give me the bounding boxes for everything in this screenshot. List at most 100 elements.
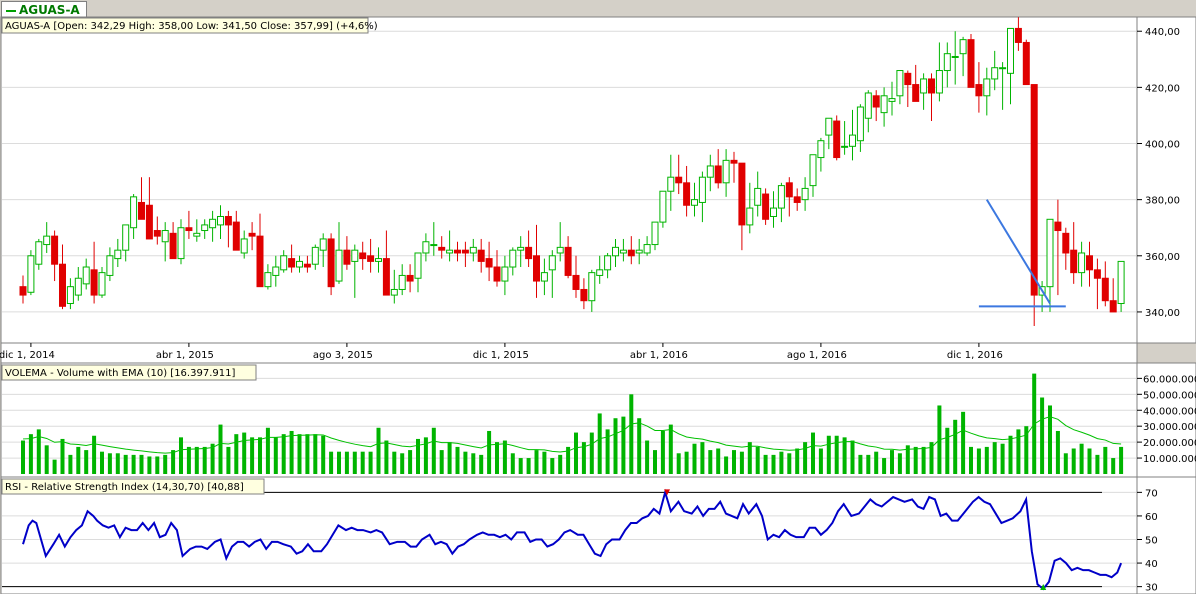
candle-body [461,249,469,254]
volume-title-box [1,364,257,381]
volume-bar [210,443,215,474]
volume-bar [416,438,420,474]
volume-bar [795,448,800,474]
candle-body [935,70,943,94]
candle-body [777,185,785,209]
oversold-marker-icon [1040,584,1047,590]
volume-bar [787,453,792,474]
candle-body [1086,255,1093,271]
volume-bar [850,440,855,474]
candle-body [43,235,51,246]
candle-body [754,187,762,206]
candle-body [841,145,849,148]
volume-bar [281,434,286,474]
volume-bar [518,458,523,474]
candle-body [201,224,209,232]
volume-bar [890,450,894,474]
volume-bar [676,453,681,474]
candle-body [1109,300,1117,313]
volume-bar [471,453,476,474]
rsi-title-box [1,478,265,495]
candle-body [177,227,185,260]
volume-ticks: 10.000.000 20.000.000 30.000.000 40.000.000… [1137,374,1196,465]
rsi-ticks: 30 40 50 60 70 [1137,488,1158,594]
candle-body [390,288,398,296]
candle-body [59,263,66,307]
volume-bar [131,454,136,474]
candle-body [169,232,177,260]
candle-body [398,274,406,290]
candle-body [659,190,667,223]
candle-body [540,272,548,282]
candle-body [762,193,770,220]
candle-body [730,159,738,164]
candle-body [303,263,311,268]
candle-body [627,249,635,257]
volume-title: VOLEMA - Volume with EMA (10) [16.397.91… [5,368,235,379]
volume-bar [818,448,823,474]
candle-body [533,255,540,282]
candle-body [817,140,825,159]
candle-body [438,246,446,251]
candle-body [596,269,604,276]
date-tick-label: dic 1, 2016 [947,350,1003,361]
candle-body [849,134,856,147]
candle-body [920,78,928,94]
price-pane [0,16,1138,344]
volume-bar [360,451,365,474]
candle-body [548,255,556,271]
candle-body [746,207,754,226]
volume-bar [179,437,183,474]
price-title-box [1,17,369,34]
candle-body [675,176,683,184]
candle-body [1007,27,1014,74]
candle-body [319,238,327,251]
volume-bar [1016,429,1021,474]
volume-bar [558,454,563,474]
volume-bar [1000,443,1005,474]
volume-bar [724,456,729,474]
volume-bar [273,437,278,474]
volume-tick-label: 60.000.000 [1143,374,1196,385]
volume-bar [258,437,262,474]
volume-bar [613,418,618,474]
candle-body [501,266,509,282]
candle-body [904,72,912,86]
candle-body [943,53,951,72]
volume-bar [929,442,934,474]
rsi-markers [664,489,1047,590]
volume-bar [645,440,650,474]
volume-bar [107,453,112,474]
candle-body [90,269,98,296]
candle-body [114,249,122,260]
volume-bar [1063,453,1068,474]
candle-body [296,260,303,268]
volume-bar [1040,397,1045,474]
candle-body [888,98,896,102]
ema-line [22,416,1122,454]
volume-bar [637,418,642,474]
volume-bar [984,446,989,474]
candle-body [240,238,248,254]
date-tick-label: dic 1, 2015 [473,350,529,361]
volume-tick-label: 10.000.000 [1143,454,1196,465]
volume-bar [581,442,586,474]
volume-bar [376,427,381,474]
candle-body [66,286,74,305]
volume-bar [763,454,768,474]
volume-bar [976,448,981,474]
candle-body [1054,221,1062,232]
volume-bar [866,454,871,474]
candle-body [1046,218,1054,288]
volume-bar [171,450,176,474]
candle-body [1062,232,1070,254]
volume-bar [1055,430,1060,474]
volume-bar [550,458,555,474]
candle-body [509,249,517,268]
volume-axis [1136,362,1196,478]
volume-bar [874,451,879,474]
rsi-axis [1136,476,1196,594]
volume-bar [803,442,808,474]
price-axis [1136,16,1196,344]
volume-bar [771,454,776,474]
